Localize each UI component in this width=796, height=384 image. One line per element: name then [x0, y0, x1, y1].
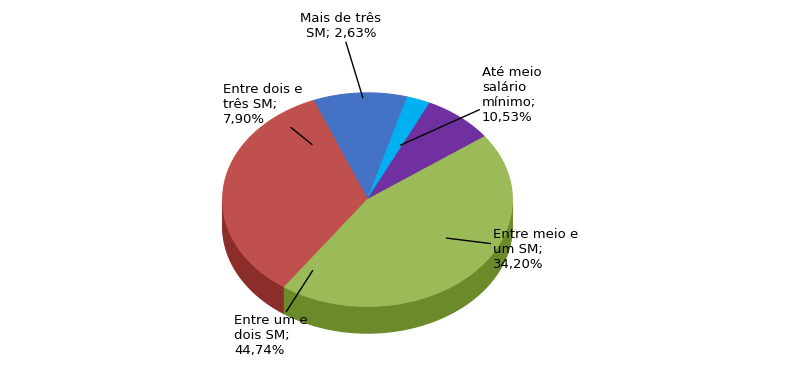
- Polygon shape: [368, 103, 485, 200]
- Text: Mais de três
SM; 2,63%: Mais de três SM; 2,63%: [300, 12, 381, 98]
- Text: Entre dois e
três SM;
7,90%: Entre dois e três SM; 7,90%: [223, 83, 312, 144]
- Polygon shape: [284, 204, 513, 333]
- Text: Entre um e
dois SM;
44,74%: Entre um e dois SM; 44,74%: [234, 271, 313, 357]
- Text: Entre meio e
um SM;
34,20%: Entre meio e um SM; 34,20%: [447, 228, 579, 271]
- Polygon shape: [284, 137, 513, 306]
- Polygon shape: [223, 101, 368, 287]
- Polygon shape: [314, 93, 408, 200]
- Text: Até meio
salário
mínimo;
10,53%: Até meio salário mínimo; 10,53%: [400, 66, 541, 145]
- Polygon shape: [368, 97, 430, 200]
- Polygon shape: [223, 201, 284, 314]
